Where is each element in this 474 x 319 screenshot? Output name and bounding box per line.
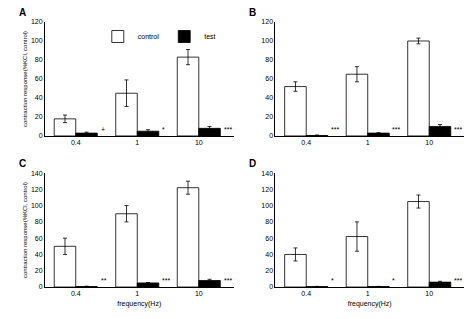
svg-text:0: 0 — [39, 283, 43, 290]
svg-text:40: 40 — [35, 94, 43, 101]
svg-text:***: *** — [454, 277, 462, 284]
svg-text:B: B — [249, 7, 256, 18]
svg-text:frequency(Hz): frequency(Hz) — [117, 300, 161, 308]
svg-text:contraction response(%KCl, con: contraction response(%KCl, control) — [22, 182, 28, 278]
svg-text:120: 120 — [31, 18, 43, 25]
svg-text:***: *** — [392, 126, 400, 133]
svg-text:0.4: 0.4 — [71, 139, 81, 146]
svg-text:120: 120 — [261, 186, 273, 193]
svg-text:***: *** — [162, 277, 170, 284]
svg-text:1: 1 — [135, 139, 139, 146]
svg-text:80: 80 — [35, 56, 43, 63]
svg-text:0: 0 — [269, 132, 273, 139]
svg-text:***: *** — [224, 126, 232, 133]
svg-text:80: 80 — [265, 218, 273, 225]
svg-text:*: * — [392, 277, 395, 284]
svg-text:100: 100 — [31, 37, 43, 44]
svg-text:10: 10 — [425, 139, 433, 146]
svg-text:0: 0 — [39, 132, 43, 139]
svg-text:10: 10 — [195, 290, 203, 297]
svg-text:1: 1 — [366, 139, 370, 146]
svg-text:0.4: 0.4 — [301, 290, 311, 297]
svg-text:0.4: 0.4 — [301, 139, 311, 146]
svg-text:140: 140 — [261, 170, 273, 177]
svg-text:D: D — [249, 158, 256, 169]
svg-text:100: 100 — [261, 202, 273, 209]
svg-text:120: 120 — [31, 186, 43, 193]
svg-text:80: 80 — [35, 218, 43, 225]
svg-text:0.4: 0.4 — [71, 290, 81, 297]
svg-text:0: 0 — [269, 283, 273, 290]
svg-text:10: 10 — [425, 290, 433, 297]
svg-text:60: 60 — [265, 235, 273, 242]
svg-text:*: * — [162, 126, 165, 133]
svg-text:***: *** — [454, 126, 462, 133]
svg-text:***: *** — [224, 277, 232, 284]
svg-text:+: + — [101, 126, 105, 133]
svg-text:100: 100 — [261, 37, 273, 44]
svg-text:frequency(Hz): frequency(Hz) — [348, 300, 392, 308]
svg-text:A: A — [19, 7, 26, 18]
svg-text:40: 40 — [265, 94, 273, 101]
svg-text:10: 10 — [195, 139, 203, 146]
svg-text:140: 140 — [31, 170, 43, 177]
svg-text:20: 20 — [35, 113, 43, 120]
svg-text:contraction response(%KCl, con: contraction response(%KCl, control) — [22, 31, 28, 127]
svg-text:40: 40 — [35, 251, 43, 258]
svg-text:60: 60 — [35, 75, 43, 82]
svg-text:80: 80 — [265, 56, 273, 63]
svg-text:20: 20 — [265, 267, 273, 274]
svg-text:120: 120 — [261, 18, 273, 25]
svg-text:test: test — [204, 33, 215, 40]
svg-text:40: 40 — [265, 251, 273, 258]
svg-text:60: 60 — [265, 75, 273, 82]
svg-text:C: C — [19, 158, 26, 169]
svg-text:control: control — [138, 33, 159, 40]
svg-text:100: 100 — [31, 202, 43, 209]
svg-text:60: 60 — [35, 235, 43, 242]
svg-text:1: 1 — [135, 290, 139, 297]
svg-text:*: * — [331, 277, 334, 284]
svg-text:20: 20 — [35, 267, 43, 274]
svg-text:20: 20 — [265, 113, 273, 120]
svg-text:1: 1 — [366, 290, 370, 297]
svg-text:**: ** — [101, 277, 107, 284]
svg-text:***: *** — [331, 126, 339, 133]
